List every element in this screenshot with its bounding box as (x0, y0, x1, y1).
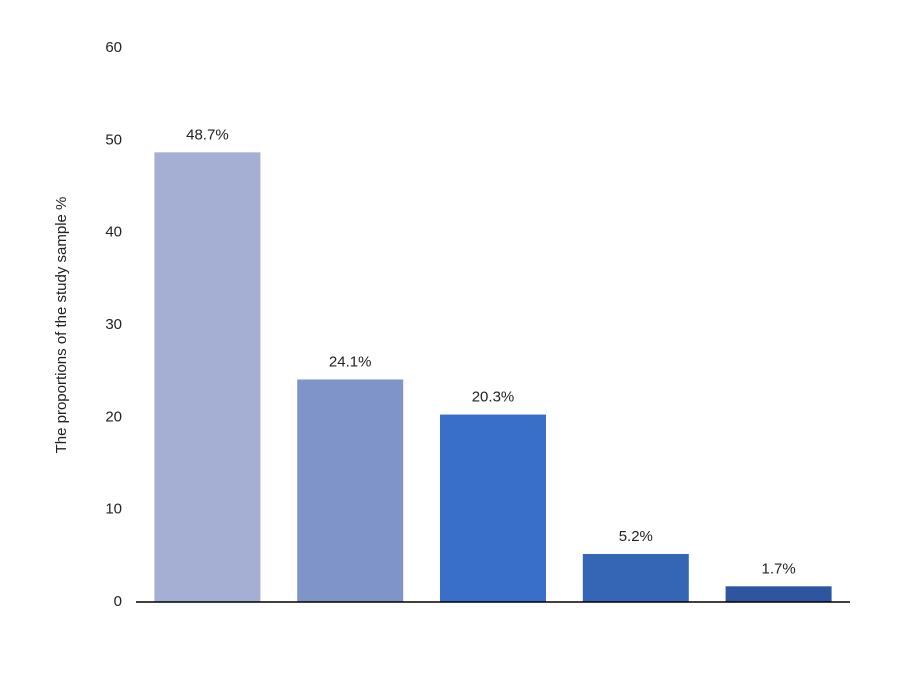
y-tick-label: 0 (114, 593, 122, 610)
y-tick-label: 10 (105, 501, 122, 518)
bar (582, 553, 689, 602)
y-tick-label: 50 (105, 131, 122, 148)
bar (440, 414, 546, 602)
value-label: 20.3% (472, 389, 515, 406)
value-label: 5.2% (619, 528, 653, 545)
bar (297, 379, 404, 602)
y-tick-label: 40 (105, 224, 122, 241)
value-label: 48.7% (186, 126, 229, 143)
bar (154, 152, 261, 602)
y-tick-label: 30 (105, 316, 122, 333)
y-axis-label: The proportions of the study sample % (53, 197, 70, 454)
y-tick-label: 20 (105, 408, 122, 425)
value-label: 24.1% (329, 353, 372, 370)
y-tick-label: 60 (105, 39, 122, 56)
bar (725, 586, 832, 602)
value-label: 1.7% (761, 560, 795, 577)
